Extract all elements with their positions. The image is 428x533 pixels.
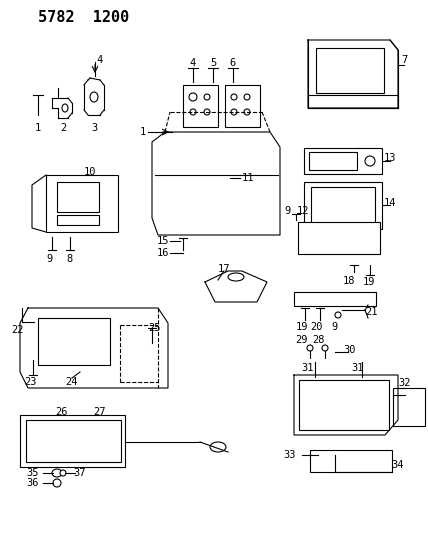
Text: 33: 33 [284, 450, 296, 460]
Bar [26, 420, 121, 462]
Bar [316, 48, 384, 93]
Bar [309, 152, 357, 170]
Text: 30: 30 [344, 345, 356, 355]
Ellipse shape [244, 94, 250, 100]
Bar [38, 318, 110, 365]
Bar [57, 182, 99, 212]
Text: 19: 19 [296, 322, 308, 332]
Text: 20: 20 [311, 322, 323, 332]
Ellipse shape [365, 156, 375, 166]
Bar [310, 450, 392, 472]
Text: 19: 19 [363, 277, 375, 287]
Ellipse shape [210, 442, 226, 452]
Text: 24: 24 [66, 377, 78, 387]
Bar [308, 95, 398, 108]
Text: 10: 10 [84, 167, 96, 177]
Bar [46, 175, 118, 232]
Bar [393, 388, 425, 426]
Bar [57, 215, 99, 225]
Bar [183, 85, 218, 127]
Text: 32: 32 [399, 378, 411, 388]
Text: 26: 26 [56, 407, 68, 417]
Text: 9: 9 [332, 322, 338, 332]
Text: 22: 22 [12, 325, 24, 335]
Text: 3: 3 [91, 123, 97, 133]
Ellipse shape [53, 479, 61, 487]
Bar [311, 187, 375, 224]
Text: 7: 7 [401, 55, 407, 65]
Ellipse shape [228, 273, 244, 281]
Ellipse shape [335, 312, 341, 318]
Text: 34: 34 [392, 460, 404, 470]
Bar [298, 222, 380, 254]
Text: 9: 9 [47, 254, 53, 264]
Bar [299, 380, 389, 430]
Ellipse shape [231, 94, 237, 100]
Ellipse shape [204, 94, 210, 100]
Ellipse shape [189, 93, 197, 101]
Text: 2: 2 [60, 123, 66, 133]
Text: 11: 11 [242, 173, 254, 183]
Ellipse shape [244, 109, 250, 115]
Text: 35: 35 [27, 468, 39, 478]
Text: 15: 15 [157, 236, 169, 246]
Ellipse shape [307, 345, 313, 351]
Text: 14: 14 [384, 198, 396, 208]
Text: 36: 36 [27, 478, 39, 488]
Text: 9: 9 [285, 206, 291, 216]
Bar [294, 292, 376, 306]
Ellipse shape [231, 109, 237, 115]
Text: 31: 31 [302, 363, 314, 373]
Text: 17: 17 [218, 264, 230, 274]
Text: 25: 25 [149, 323, 161, 333]
Text: 6: 6 [230, 58, 236, 68]
Ellipse shape [90, 92, 98, 102]
Text: 37: 37 [74, 468, 86, 478]
Text: 21: 21 [366, 307, 378, 317]
Text: 23: 23 [25, 377, 37, 387]
Text: 12: 12 [297, 206, 309, 216]
Bar [304, 148, 382, 174]
Text: 27: 27 [94, 407, 106, 417]
Text: 16: 16 [157, 248, 169, 258]
Text: 18: 18 [343, 276, 355, 286]
Ellipse shape [52, 469, 62, 477]
Text: 4: 4 [190, 58, 196, 68]
Ellipse shape [190, 109, 196, 115]
Ellipse shape [204, 109, 210, 115]
Text: 8: 8 [67, 254, 73, 264]
Ellipse shape [60, 470, 66, 476]
Text: 31: 31 [352, 363, 364, 373]
Bar [304, 182, 382, 229]
Bar [20, 415, 125, 467]
Bar [225, 85, 260, 127]
Text: 28: 28 [313, 335, 325, 345]
Text: 4: 4 [97, 55, 103, 65]
Text: 1: 1 [140, 127, 146, 137]
Text: 5782  1200: 5782 1200 [38, 11, 129, 26]
Text: 13: 13 [384, 153, 396, 163]
Text: 29: 29 [296, 335, 308, 345]
Text: 1: 1 [35, 123, 41, 133]
Text: 5: 5 [210, 58, 216, 68]
Ellipse shape [62, 104, 68, 112]
Ellipse shape [322, 345, 328, 351]
